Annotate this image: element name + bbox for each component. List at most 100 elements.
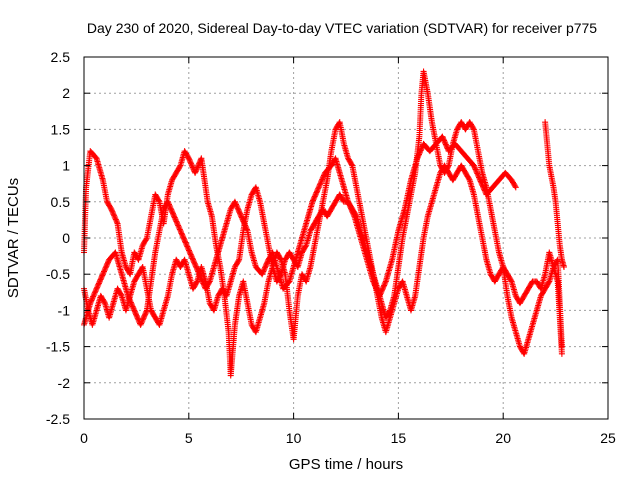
- data-point: [232, 200, 239, 207]
- data-point: [195, 161, 202, 168]
- data-point: [277, 255, 284, 262]
- data-point: [192, 169, 199, 176]
- data-point: [185, 155, 192, 162]
- axis-ticks: [83, 56, 609, 420]
- data-point: [168, 206, 175, 213]
- data-point: [194, 267, 201, 274]
- data-point: [560, 263, 567, 270]
- data-point: [472, 166, 479, 173]
- data-point: [165, 200, 172, 207]
- data-point: [243, 225, 250, 232]
- data-point: [176, 225, 183, 232]
- data-point: [415, 152, 422, 159]
- data-point: [118, 291, 125, 298]
- data-point: [512, 183, 519, 190]
- data-point: [242, 222, 249, 229]
- data-point: [171, 213, 178, 220]
- data-point: [545, 279, 552, 286]
- data-point: [183, 242, 190, 249]
- data-point: [175, 223, 182, 230]
- data-point: [94, 284, 101, 291]
- data-point: [189, 163, 196, 170]
- data-point: [127, 298, 134, 305]
- data-point: [138, 319, 145, 326]
- x-axis-label: GPS time / hours: [289, 456, 403, 473]
- data-point: [372, 283, 379, 290]
- data-point: [90, 292, 97, 299]
- data-point: [93, 286, 100, 293]
- data-point: [141, 312, 148, 319]
- data-point: [167, 204, 174, 211]
- data-point: [316, 183, 323, 190]
- y-axis-label: SDTVAR / TECUs: [5, 178, 22, 298]
- data-point: [126, 295, 133, 302]
- data-point: [170, 211, 177, 218]
- data-point: [175, 222, 182, 229]
- data-point: [193, 264, 200, 271]
- data-point: [241, 219, 248, 226]
- data-point: [192, 261, 199, 268]
- data-point: [169, 210, 176, 217]
- data-point: [128, 300, 135, 307]
- data-point: [441, 137, 448, 144]
- data-point: [101, 268, 108, 275]
- data-point: [379, 286, 386, 293]
- data-point: [193, 165, 200, 172]
- data-point: [417, 147, 424, 154]
- data-point: [373, 285, 380, 292]
- data-point: [139, 316, 146, 323]
- data-point: [87, 298, 94, 305]
- data-point: [102, 264, 109, 271]
- data-point: [110, 211, 117, 218]
- data-point: [139, 317, 146, 324]
- data-point: [241, 221, 248, 228]
- data-point: [198, 276, 205, 283]
- tick-labels: 0 5 10 15 20 25 -2.5 -2 -1.5 -1 -0.5 0 0.5 1 1.5 2 2.5: [46, 49, 616, 446]
- x-tick-label: 15: [391, 430, 407, 446]
- data-point: [95, 280, 102, 287]
- data-point: [196, 272, 203, 279]
- data-point: [346, 201, 353, 208]
- y-tick-label: -1.5: [46, 339, 70, 355]
- data-point: [165, 201, 172, 208]
- data-point: [195, 269, 202, 276]
- data-point: [439, 133, 446, 140]
- x-tick-label: 10: [286, 430, 302, 446]
- series-trace-b: [81, 162, 565, 357]
- data-point: [379, 285, 386, 292]
- data-point: [310, 196, 317, 203]
- data-point: [103, 263, 110, 270]
- data-point: [96, 279, 103, 286]
- data-point: [474, 170, 481, 177]
- data-point: [173, 219, 180, 226]
- data-point: [237, 210, 244, 217]
- data-point: [285, 279, 292, 286]
- x-tick-label: 0: [80, 430, 88, 446]
- data-point: [129, 302, 136, 309]
- data-point: [111, 212, 118, 219]
- data-point: [91, 290, 98, 297]
- series-trace-c: [81, 133, 519, 328]
- data-point: [376, 292, 383, 299]
- data-point: [371, 281, 378, 288]
- data-point: [113, 219, 120, 226]
- data-point: [125, 294, 132, 301]
- data-point: [418, 144, 425, 151]
- data-point: [112, 215, 119, 222]
- data-point: [137, 321, 144, 328]
- data-point: [104, 260, 111, 267]
- data-point: [143, 236, 150, 243]
- data-point: [140, 315, 147, 322]
- data-point: [108, 207, 115, 214]
- data-point: [134, 313, 141, 320]
- data-point: [200, 280, 207, 287]
- data-point: [130, 306, 137, 313]
- data-point: [418, 146, 425, 153]
- data-point: [320, 173, 327, 180]
- data-point: [173, 218, 180, 225]
- data-point: [414, 155, 421, 162]
- data-point: [98, 275, 105, 282]
- data-point: [142, 311, 149, 318]
- data-point: [125, 292, 132, 299]
- y-tick-label: 2.5: [51, 49, 71, 65]
